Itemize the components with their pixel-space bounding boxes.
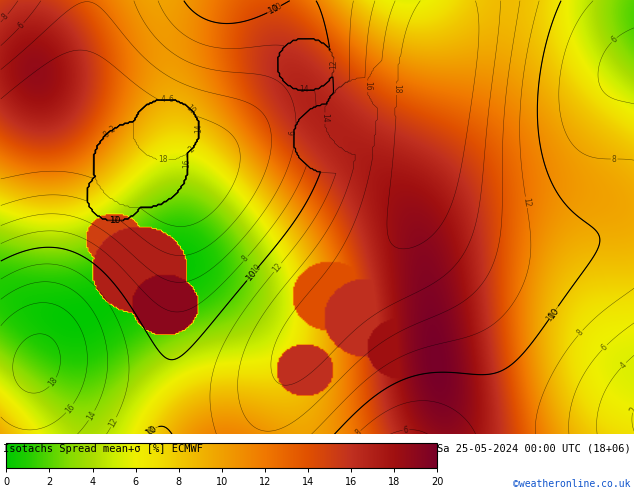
Text: 6: 6 xyxy=(403,425,409,435)
Text: 14: 14 xyxy=(194,123,203,133)
Text: 18: 18 xyxy=(158,155,167,164)
Text: ©weatheronline.co.uk: ©weatheronline.co.uk xyxy=(514,479,631,489)
Text: 12: 12 xyxy=(271,261,284,274)
Text: 18: 18 xyxy=(392,84,401,94)
Text: 10: 10 xyxy=(547,305,560,320)
Text: 8: 8 xyxy=(101,129,111,139)
Text: 12: 12 xyxy=(521,197,531,208)
Text: 8: 8 xyxy=(1,12,11,22)
Text: 10: 10 xyxy=(250,263,263,275)
Text: 10: 10 xyxy=(245,268,259,282)
Text: 8: 8 xyxy=(576,328,585,338)
Text: 18: 18 xyxy=(47,376,60,389)
Text: 8: 8 xyxy=(240,254,250,264)
Text: 10: 10 xyxy=(145,423,159,438)
Text: 4: 4 xyxy=(160,95,165,104)
Text: 8: 8 xyxy=(612,154,616,164)
Text: 8: 8 xyxy=(353,428,363,438)
Text: 14: 14 xyxy=(86,409,98,422)
Text: 2: 2 xyxy=(108,125,117,135)
Text: 14: 14 xyxy=(320,113,330,123)
Text: 2: 2 xyxy=(186,145,197,155)
Text: 10: 10 xyxy=(271,1,283,14)
Text: 12: 12 xyxy=(109,216,119,224)
Text: 2: 2 xyxy=(628,406,634,413)
Text: 10: 10 xyxy=(144,425,157,438)
Text: 6: 6 xyxy=(169,95,173,104)
Text: 16: 16 xyxy=(363,81,372,91)
Text: 10: 10 xyxy=(184,103,197,116)
Text: 12: 12 xyxy=(107,416,120,429)
Text: 6: 6 xyxy=(16,21,27,30)
Text: Sa 25-05-2024 00:00 UTC (18+06): Sa 25-05-2024 00:00 UTC (18+06) xyxy=(437,444,631,454)
Text: 14: 14 xyxy=(299,85,309,94)
Text: Isotachs Spread mean+σ [%] ECMWF: Isotachs Spread mean+σ [%] ECMWF xyxy=(3,444,203,454)
Text: 6: 6 xyxy=(288,130,298,135)
Text: 10: 10 xyxy=(544,310,557,323)
Text: 12: 12 xyxy=(330,60,339,69)
Text: 16: 16 xyxy=(183,158,191,168)
Text: 4: 4 xyxy=(619,360,628,370)
Text: 16: 16 xyxy=(63,402,76,415)
Text: 10: 10 xyxy=(110,216,121,225)
Text: 6: 6 xyxy=(600,343,609,352)
Text: 6: 6 xyxy=(609,35,619,45)
Text: 10: 10 xyxy=(267,2,281,16)
